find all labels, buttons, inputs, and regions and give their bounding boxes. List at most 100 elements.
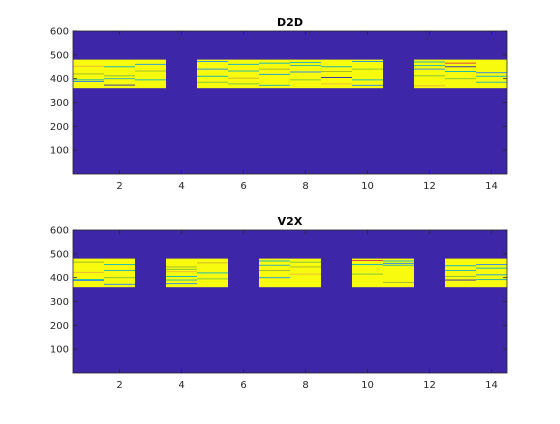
x-tick-label: 12 bbox=[423, 380, 436, 391]
y-tick-label: 100 bbox=[50, 345, 69, 356]
x-tick-label: 10 bbox=[361, 380, 374, 391]
heatmap-cell-col-2 bbox=[104, 258, 135, 288]
heatmap-stripe bbox=[445, 62, 476, 64]
heatmap-stripe bbox=[135, 70, 166, 72]
y-tick-label: 300 bbox=[50, 98, 69, 109]
heatmap-stripe bbox=[73, 81, 104, 83]
heatmap-stripe bbox=[290, 65, 321, 67]
heatmap-cell-col-8 bbox=[290, 59, 321, 89]
x-tick-label: 4 bbox=[178, 181, 184, 192]
heatmap-stripe bbox=[197, 272, 228, 274]
heatmap-stripe bbox=[352, 264, 383, 266]
heatmap-stripe bbox=[104, 75, 135, 77]
heatmap-stripe bbox=[104, 277, 135, 279]
heatmap-stripe bbox=[476, 75, 507, 77]
heatmap-stripe bbox=[414, 75, 445, 77]
heatmap-stripe bbox=[383, 260, 414, 262]
heatmap-stripe bbox=[197, 262, 228, 264]
heatmap-stripe bbox=[321, 83, 352, 85]
y-tick-label: 400 bbox=[50, 74, 69, 85]
heatmap-stripe bbox=[476, 72, 507, 74]
heatmap-stripe bbox=[73, 79, 104, 81]
heatmap-stripe bbox=[321, 71, 352, 73]
heatmap-cell-col-14 bbox=[476, 59, 507, 89]
heatmap-stripe bbox=[290, 273, 321, 275]
heatmap-stripe bbox=[476, 279, 507, 281]
x-tick-label: 14 bbox=[485, 181, 498, 192]
heatmap-cell-col-2 bbox=[104, 59, 135, 89]
heatmap-stripe bbox=[259, 68, 290, 70]
heatmap-stripe bbox=[445, 265, 476, 267]
x-tick-label: 14 bbox=[485, 380, 498, 391]
heatmap-stripe bbox=[445, 66, 476, 68]
x-tick-label: 8 bbox=[302, 181, 308, 192]
heatmap-stripe bbox=[414, 61, 445, 63]
heatmap-cell-col-10 bbox=[352, 59, 383, 89]
x-tick-label: 2 bbox=[116, 380, 122, 391]
heatmap-stripe bbox=[383, 281, 414, 283]
heatmap-stripe bbox=[259, 270, 290, 272]
plot-background bbox=[73, 31, 507, 174]
heatmap-cell-col-13 bbox=[445, 59, 476, 89]
heatmap-stripe bbox=[197, 68, 228, 70]
heatmap-stripe bbox=[290, 61, 321, 63]
x-tick-label: 4 bbox=[178, 380, 184, 391]
heatmap-cell-col-14 bbox=[476, 258, 507, 288]
heatmap-stripe bbox=[228, 77, 259, 79]
y-tick-label: 600 bbox=[50, 27, 69, 38]
heatmap-stripe bbox=[445, 71, 476, 73]
heatmap-stripe bbox=[352, 84, 383, 86]
heatmap-stripe bbox=[259, 84, 290, 86]
heatmap-stripe bbox=[259, 264, 290, 266]
heatmap-stripe bbox=[197, 61, 228, 63]
chart-title: V2X bbox=[278, 215, 303, 228]
heatmap-stripe bbox=[290, 261, 321, 263]
heatmap-stripe bbox=[445, 275, 476, 277]
chart-title: D2D bbox=[277, 16, 303, 29]
heatmap-stripe bbox=[414, 68, 445, 70]
heatmap-stripe bbox=[352, 79, 383, 81]
heatmap-stripe bbox=[228, 70, 259, 72]
y-tick-label: 200 bbox=[50, 321, 69, 332]
heatmap-stripe bbox=[166, 266, 197, 268]
heatmap-stripe bbox=[383, 262, 414, 264]
heatmap-cell-col-10 bbox=[352, 258, 383, 288]
heatmap-stripe bbox=[259, 260, 290, 262]
heatmap-stripe bbox=[166, 283, 197, 285]
subplot-d2d: D2D 2 4 6 8 10 12 14 100 200 300 400 500 600 bbox=[50, 16, 508, 192]
y-tick-label: 300 bbox=[50, 297, 69, 308]
y-tick-label: 400 bbox=[50, 273, 69, 284]
heatmap-stripe bbox=[135, 63, 166, 65]
heatmap-stripe bbox=[197, 278, 228, 280]
heatmap-stripe bbox=[197, 81, 228, 83]
heatmap-cell-col-4 bbox=[166, 258, 197, 288]
heatmap-stripe bbox=[104, 66, 135, 68]
heatmap-stripe bbox=[476, 267, 507, 269]
plot-background bbox=[73, 230, 507, 373]
heatmap-stripe bbox=[104, 78, 135, 80]
x-tick-label: 6 bbox=[240, 181, 246, 192]
heatmap-stripe bbox=[445, 78, 476, 80]
subplot-v2x: V2X 2 4 6 8 10 12 14 100 200 300 400 500 600 bbox=[50, 215, 508, 391]
heatmap-stripe bbox=[352, 68, 383, 70]
heatmap-stripe bbox=[73, 73, 104, 75]
heatmap-stripe bbox=[166, 271, 197, 273]
heatmap-stripe bbox=[414, 85, 445, 87]
heatmap-stripe bbox=[383, 264, 414, 266]
y-tick-label: 100 bbox=[50, 146, 69, 157]
heatmap-stripe bbox=[445, 270, 476, 272]
heatmap-cell-col-8 bbox=[290, 258, 321, 288]
y-tick-label: 500 bbox=[50, 50, 69, 61]
heatmap-stripe bbox=[321, 76, 352, 78]
heatmap-stripe bbox=[259, 62, 290, 64]
heatmap-stripe bbox=[228, 83, 259, 85]
heatmap-stripe bbox=[290, 266, 321, 268]
x-tick-label: 8 bbox=[302, 380, 308, 391]
heatmap-stripe bbox=[476, 274, 507, 276]
x-tick-label: 6 bbox=[240, 380, 246, 391]
heatmap-stripe bbox=[352, 260, 383, 262]
heatmap-stripe bbox=[197, 75, 228, 77]
heatmap-stripe bbox=[104, 84, 135, 86]
heatmap-cell-col-13 bbox=[445, 258, 476, 288]
